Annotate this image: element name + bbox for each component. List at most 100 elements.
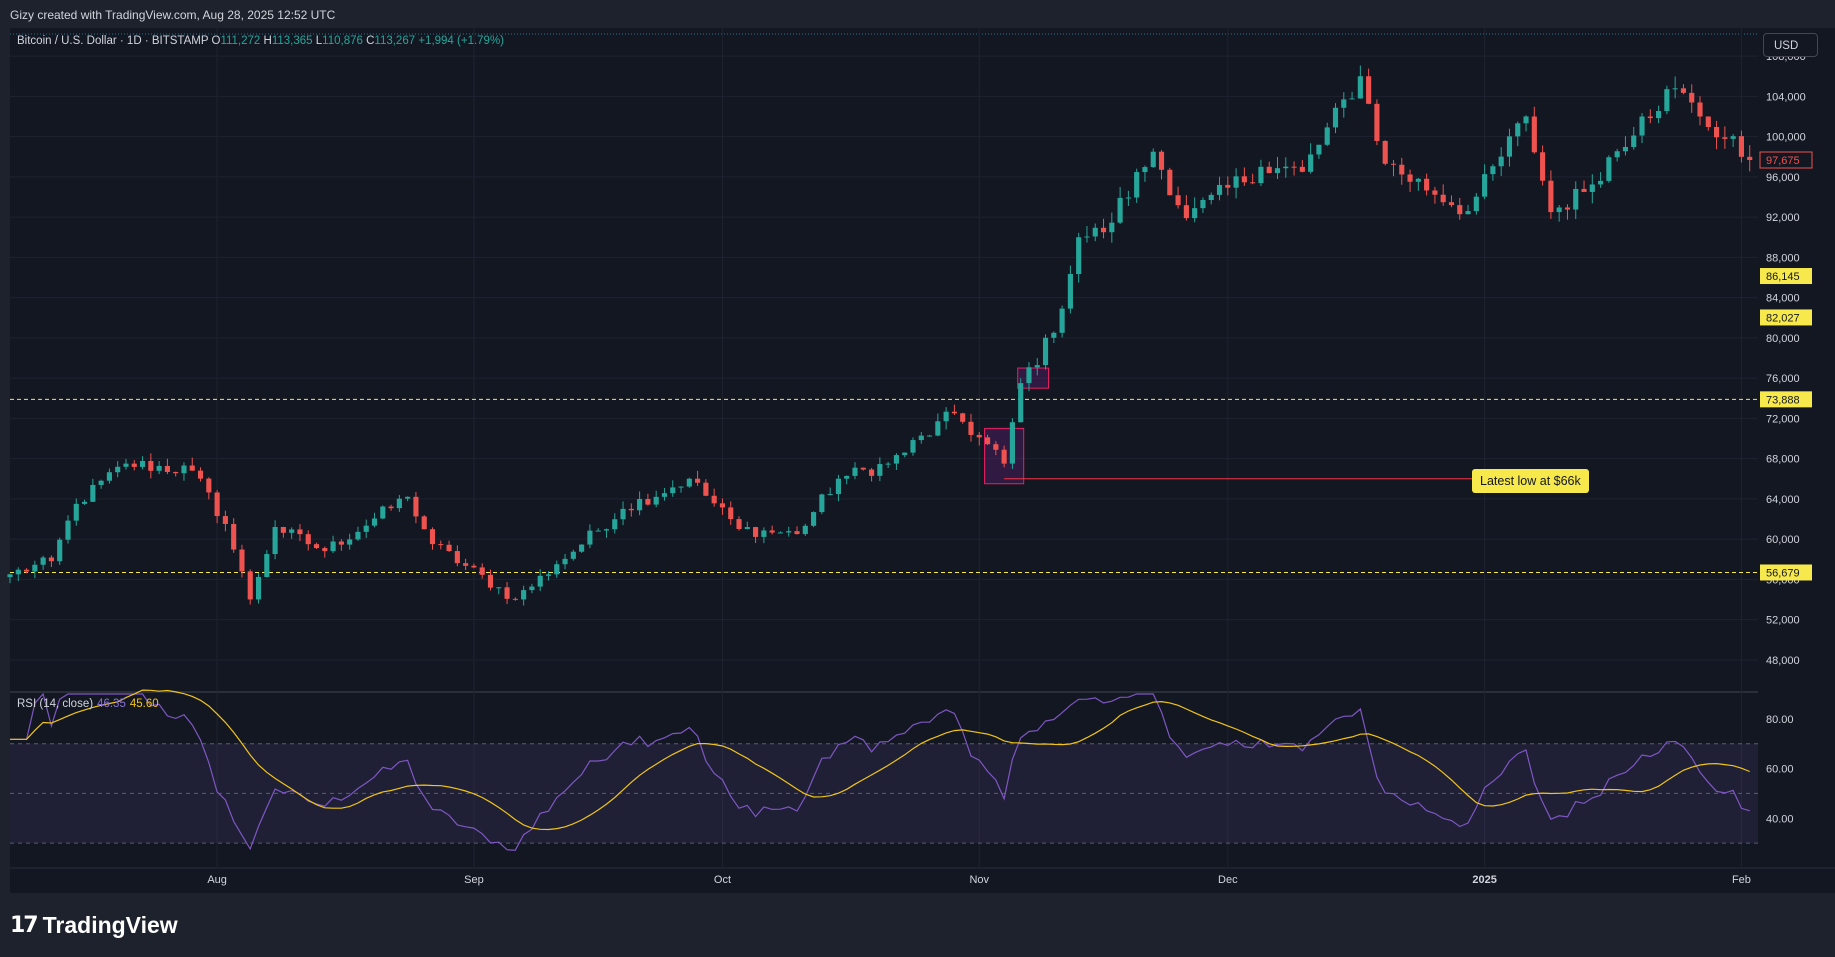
candle-body	[1523, 116, 1529, 124]
candle-body	[645, 498, 651, 505]
candle-body	[1473, 196, 1479, 212]
candle-body	[1622, 146, 1629, 152]
candle-body	[1109, 222, 1115, 233]
last-price-tag	[1759, 151, 1813, 169]
tradingview-logo-text: TradingView	[42, 912, 178, 938]
currency-button[interactable]: USD	[1763, 33, 1818, 57]
candle-body	[496, 587, 502, 589]
tradingview-logo[interactable]: 17 TradingView	[10, 912, 178, 939]
candle-body	[214, 492, 220, 517]
candle-body	[753, 527, 759, 537]
candle-body	[993, 444, 999, 450]
price-tick-label: 60,000	[1766, 534, 1800, 546]
level-price-tag	[1760, 564, 1812, 581]
candle-body	[1349, 98, 1355, 100]
candle-body	[1415, 178, 1421, 182]
candle-body	[885, 463, 891, 465]
rsi-tick-label: 60.00	[1766, 764, 1794, 776]
candle-body	[951, 411, 957, 414]
candle-body	[1200, 199, 1206, 209]
price-tick-label: 92,000	[1766, 212, 1800, 224]
candle-body	[661, 493, 668, 497]
candle-body	[960, 413, 966, 422]
level-price-label: 73,888	[1760, 391, 1812, 408]
candle-body	[338, 541, 344, 545]
candle-body	[1564, 207, 1571, 210]
candle-body	[313, 544, 320, 549]
candle-body	[1606, 157, 1612, 181]
candle-body	[463, 563, 469, 566]
candle-body	[537, 575, 543, 587]
candle-body	[1366, 76, 1372, 104]
candle-body	[1067, 274, 1073, 309]
candle-body	[1498, 156, 1504, 167]
candle-body	[968, 421, 974, 435]
candle-body	[1100, 227, 1107, 233]
candle-body	[769, 530, 775, 533]
rsi-label[interactable]: RSI (14, close)	[17, 698, 94, 710]
candle-body	[736, 519, 742, 530]
candle-body	[1589, 184, 1595, 192]
candle-body	[1051, 332, 1057, 338]
header-bar: Gizy created with TradingView.com, Aug 2…	[0, 0, 1835, 28]
candle-body	[670, 487, 676, 494]
candle-body	[1730, 136, 1736, 139]
candle-body	[761, 530, 767, 537]
level-price-text: 73,888	[1766, 394, 1800, 406]
candle-body	[1241, 176, 1247, 183]
candle-body	[446, 544, 452, 552]
chart-area[interactable]: 48,00052,00056,00060,00064,00068,00072,0…	[0, 28, 1835, 897]
high-label: H	[263, 35, 272, 47]
candle-body	[189, 465, 195, 471]
candle-body	[413, 496, 419, 517]
candle-body	[562, 558, 568, 565]
candle-body	[106, 472, 112, 481]
candle-body	[15, 569, 21, 575]
candle-body	[620, 508, 626, 520]
candle-body	[471, 565, 477, 568]
candle-body	[1274, 168, 1281, 174]
candle-body	[347, 539, 353, 545]
candle-body	[1647, 116, 1653, 119]
time-tick-label: Dec	[1218, 874, 1238, 886]
candle-body	[570, 551, 576, 559]
candle-body	[222, 516, 228, 524]
rsi-ma-value: 45.60	[129, 698, 159, 710]
candle-body	[1424, 178, 1430, 191]
candle-body	[1308, 154, 1314, 172]
candle-body	[1581, 188, 1587, 192]
time-tick-label: Nov	[969, 874, 989, 886]
candle-body	[73, 503, 79, 521]
candle-body	[794, 531, 800, 535]
candle-body	[363, 525, 369, 532]
annotation-callout: Latest low at $66k	[1472, 469, 1589, 493]
candle-body	[454, 551, 460, 564]
candle-body	[1258, 166, 1264, 184]
candle-body	[728, 507, 734, 520]
price-tick-label: 80,000	[1766, 333, 1800, 345]
candle-body	[206, 478, 212, 493]
candle-body	[48, 557, 54, 562]
candle-body	[239, 549, 245, 572]
candle-body	[197, 470, 204, 479]
candle-body	[1225, 184, 1231, 188]
candle-body	[1738, 136, 1744, 157]
candle-body	[860, 467, 866, 470]
candle-body	[1167, 169, 1173, 196]
candle-body	[380, 506, 386, 519]
candle-body	[280, 527, 286, 533]
tradingview-logo-icon: 17	[10, 913, 39, 938]
candle-body	[429, 529, 436, 545]
candle-body	[935, 421, 941, 436]
price-tick-label: 100,000	[1766, 132, 1806, 144]
candle-body	[405, 496, 411, 499]
candle-body	[686, 478, 692, 487]
candle-body	[902, 452, 908, 456]
price-tick-label: 104,000	[1766, 91, 1806, 103]
candle-body	[504, 587, 510, 599]
candle-body	[1175, 195, 1181, 206]
candle-body	[371, 518, 378, 526]
candle-body	[1332, 107, 1339, 128]
symbol-name[interactable]: Bitcoin / U.S. Dollar · 1D · BITSTAMP	[17, 35, 209, 47]
candle-body	[1341, 99, 1347, 108]
